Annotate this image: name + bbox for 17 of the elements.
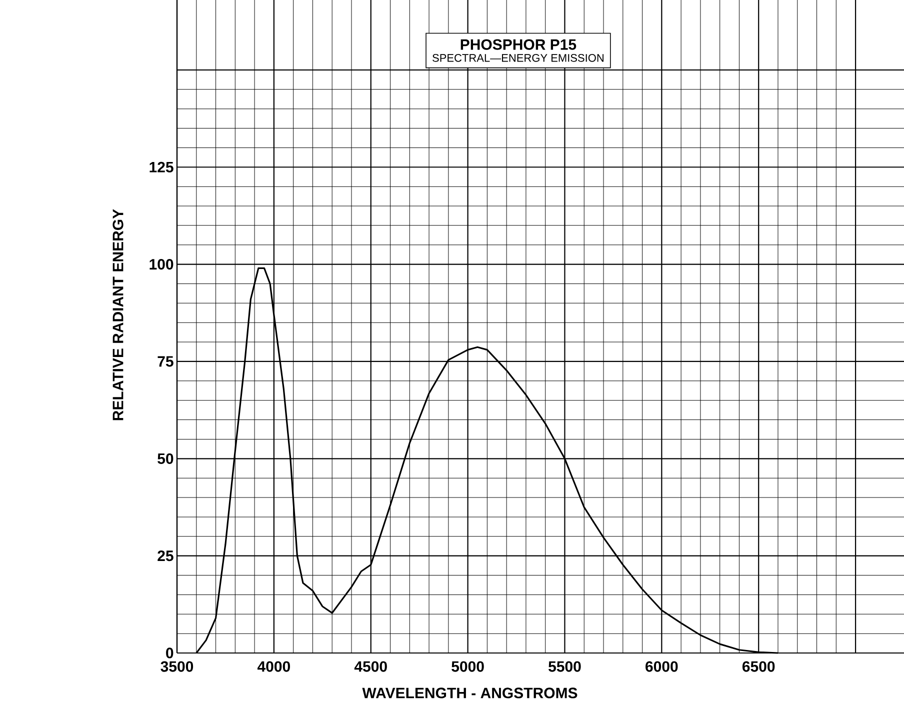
- text: SPECTRAL—ENERGY EMISSION: [432, 54, 604, 62]
- text: PHOSPHOR P15: [460, 39, 576, 50]
- y-tick-label: 75: [158, 356, 174, 367]
- x-axis-title: WAVELENGTH - ANGSTROMS: [362, 688, 578, 698]
- y-axis-title: RELATIVE RADIANT ENERGY: [112, 209, 124, 420]
- x-tick-label: 5000: [452, 661, 484, 672]
- x-tick-label: 5500: [548, 661, 581, 672]
- x-tick-label: 4000: [257, 661, 290, 672]
- x-tick-label: 6500: [742, 661, 775, 672]
- y-tick-label: 0: [166, 648, 174, 658]
- y-tick-label: 100: [150, 258, 174, 270]
- y-tick-label: 50: [158, 453, 174, 464]
- x-tick-label: 4500: [354, 661, 387, 672]
- y-tick-label: 125: [150, 162, 174, 172]
- y-tick-label: 25: [158, 550, 174, 562]
- x-tick-label: 3500: [160, 661, 194, 672]
- x-tick-label: 6000: [646, 661, 678, 672]
